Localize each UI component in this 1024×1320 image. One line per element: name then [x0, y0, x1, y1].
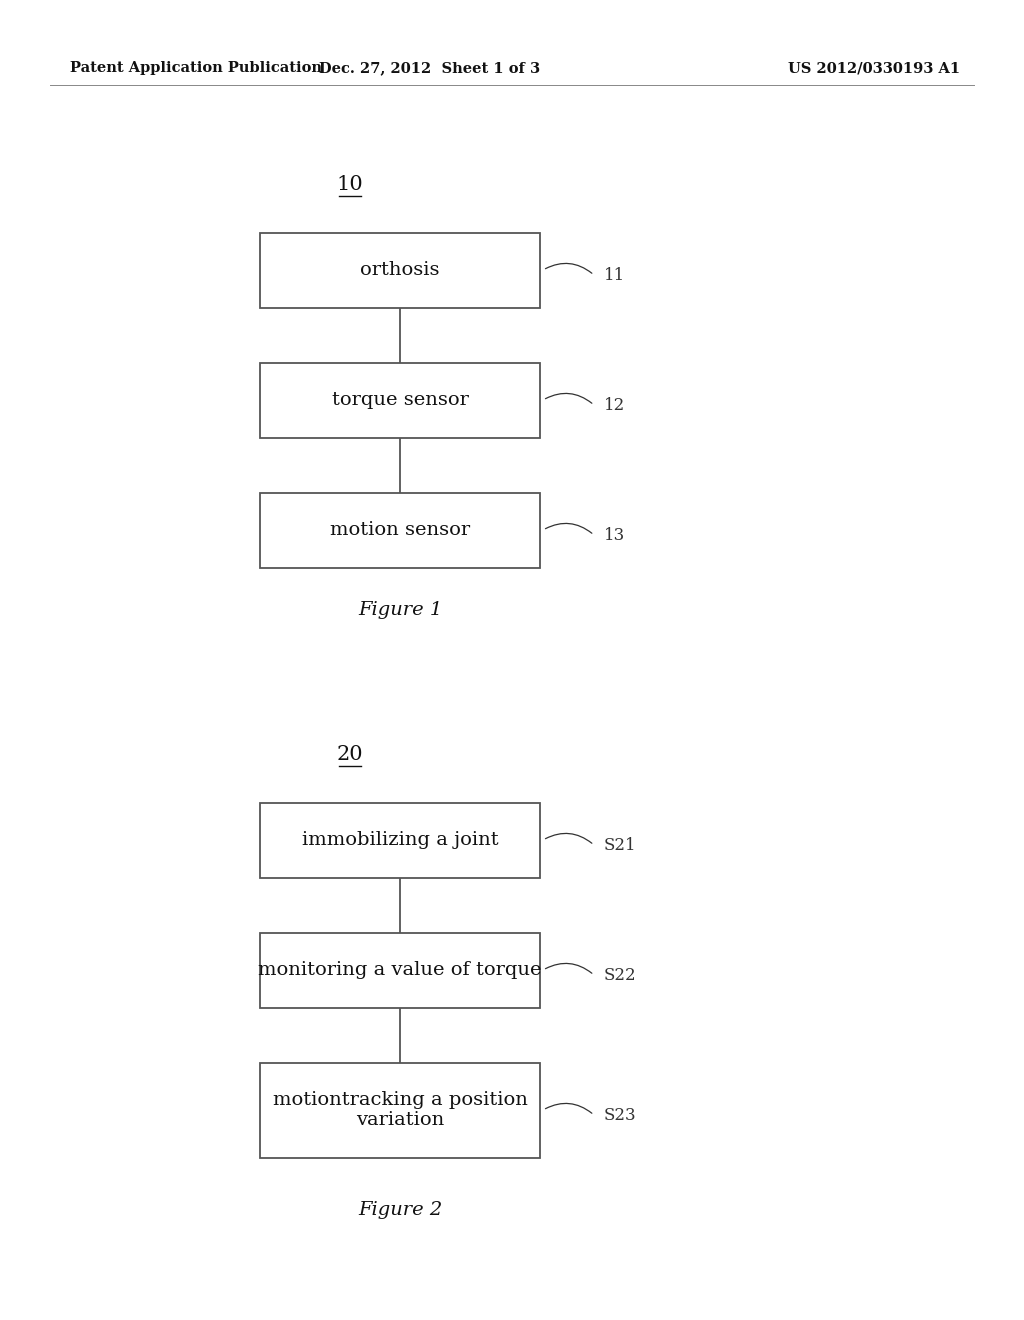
- Text: 12: 12: [604, 396, 626, 413]
- Text: Patent Application Publication: Patent Application Publication: [70, 61, 322, 75]
- Text: 11: 11: [604, 267, 626, 284]
- Text: monitoring a value of torque: monitoring a value of torque: [258, 961, 542, 979]
- Bar: [260, 232, 540, 308]
- Bar: [260, 363, 540, 437]
- Text: 13: 13: [604, 527, 626, 544]
- Text: immobilizing a joint: immobilizing a joint: [302, 832, 499, 849]
- Text: orthosis: orthosis: [360, 261, 439, 279]
- Bar: [260, 803, 540, 878]
- Bar: [260, 492, 540, 568]
- Bar: [260, 932, 540, 1007]
- Text: 20: 20: [337, 746, 364, 764]
- Text: Figure 1: Figure 1: [357, 601, 442, 619]
- Text: 10: 10: [337, 176, 364, 194]
- Bar: [260, 1063, 540, 1158]
- Text: S23: S23: [604, 1106, 637, 1123]
- Text: Dec. 27, 2012  Sheet 1 of 3: Dec. 27, 2012 Sheet 1 of 3: [319, 61, 541, 75]
- Text: motiontracking a position
variation: motiontracking a position variation: [272, 1090, 527, 1130]
- Text: Figure 2: Figure 2: [357, 1201, 442, 1218]
- Text: S22: S22: [604, 966, 637, 983]
- Text: US 2012/0330193 A1: US 2012/0330193 A1: [787, 61, 961, 75]
- Text: S21: S21: [604, 837, 637, 854]
- Text: torque sensor: torque sensor: [332, 391, 468, 409]
- Text: motion sensor: motion sensor: [330, 521, 470, 539]
